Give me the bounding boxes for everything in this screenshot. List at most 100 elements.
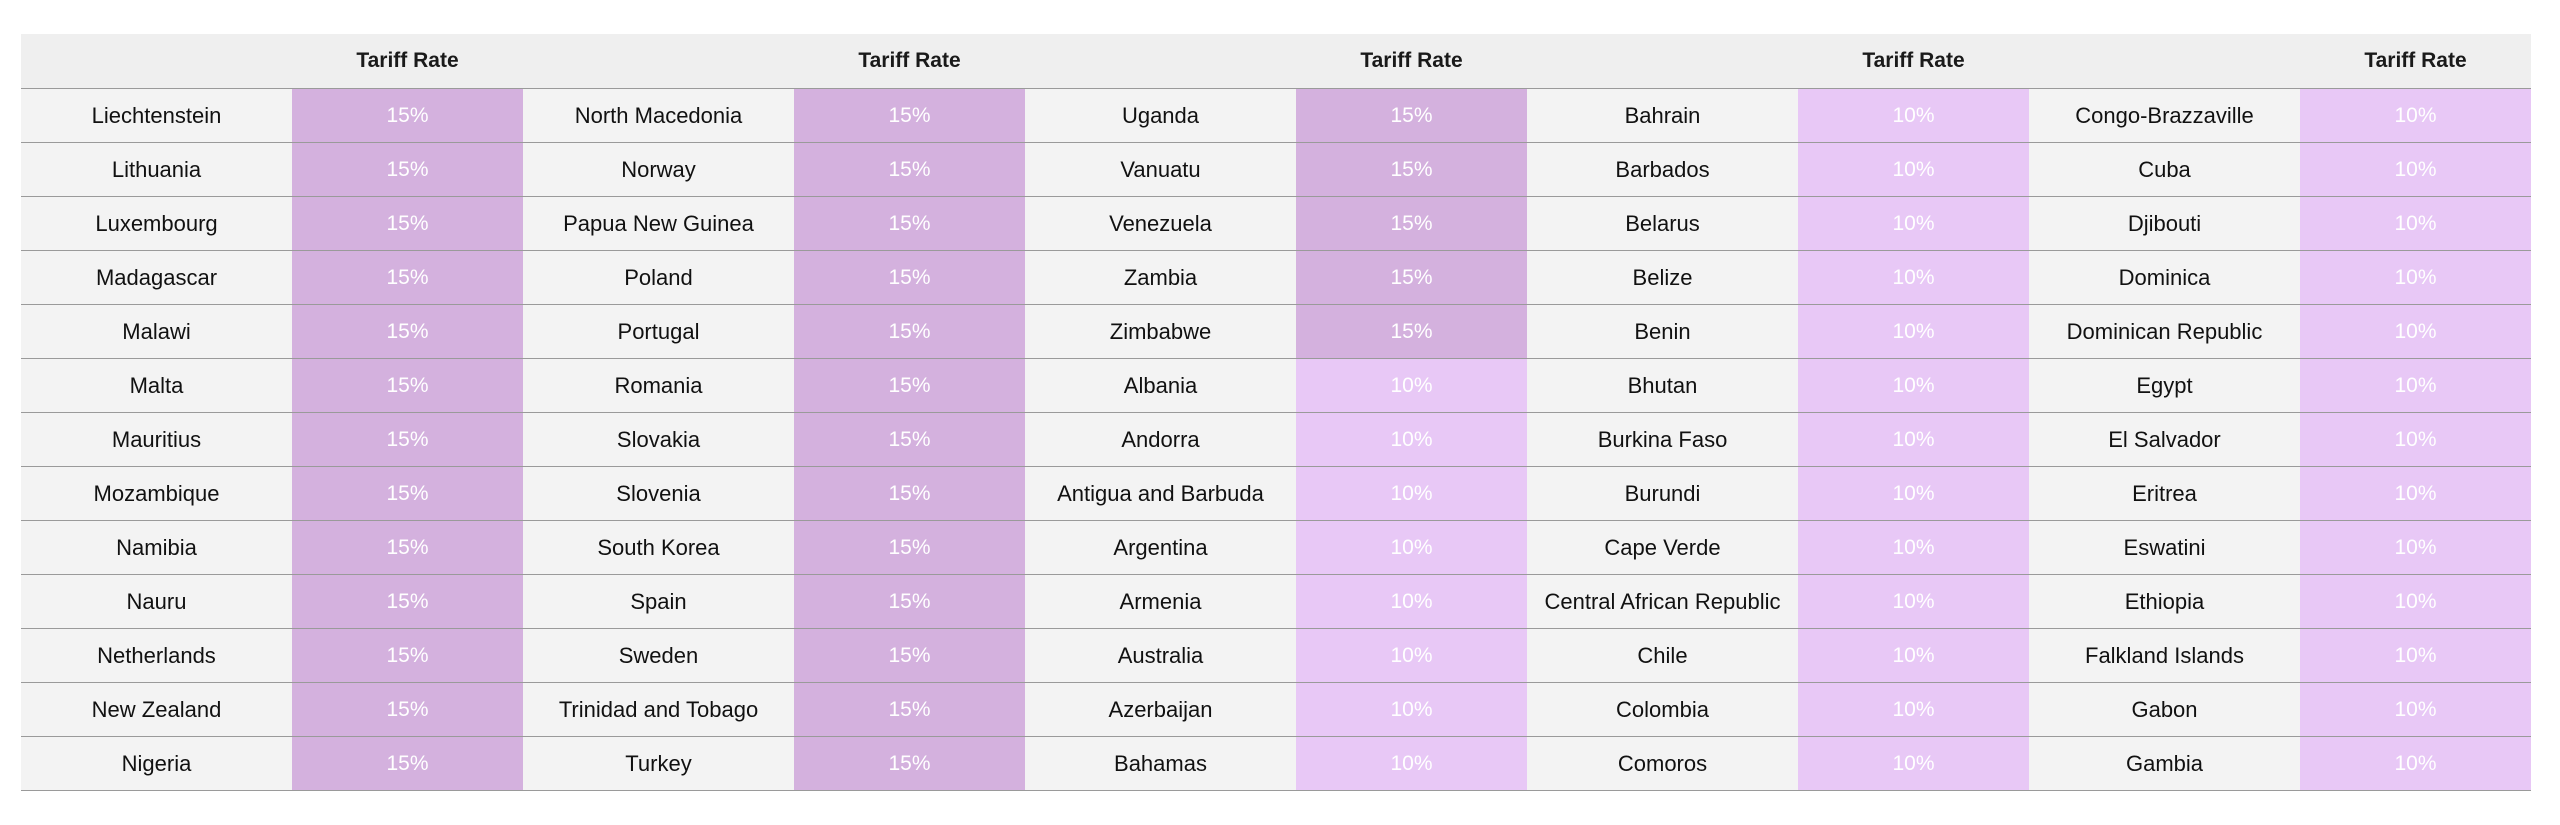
table-row: Malta 15% Romania 15% Albania 10% Bhutan 10% Egy… [21, 358, 2531, 412]
country-cell: Australia [1025, 629, 1296, 682]
country-cell: Uganda [1025, 89, 1296, 142]
tariff-rate-cell: 15% [292, 251, 523, 304]
tariff-rate-cell: 10% [2300, 359, 2531, 412]
country-column-header [1025, 34, 1296, 88]
tariff-rate-cell: 10% [1798, 359, 2029, 412]
country-cell: Papua New Guinea [523, 197, 794, 250]
country-cell: Andorra [1025, 413, 1296, 466]
tariff-rate-cell: 10% [2300, 413, 2531, 466]
tariff-rate-cell: 15% [794, 197, 1025, 250]
country-cell: Sweden [523, 629, 794, 682]
tariff-rate-cell: 10% [1296, 737, 1527, 790]
country-cell: Burundi [1527, 467, 1798, 520]
tariff-rate-cell: 15% [794, 683, 1025, 736]
table-row: Mauritius 15% Slovakia 15% Andorra 10% Burkina… [21, 412, 2531, 466]
tariff-rate-cell: 10% [1296, 683, 1527, 736]
tariff-rate-cell: 15% [1296, 197, 1527, 250]
country-cell: Vanuatu [1025, 143, 1296, 196]
tariff-rate-cell: 15% [292, 575, 523, 628]
tariff-rate-cell: 10% [2300, 305, 2531, 358]
tariff-rate-cell: 10% [1296, 359, 1527, 412]
country-cell: Chile [1527, 629, 1798, 682]
country-cell: Azerbaijan [1025, 683, 1296, 736]
tariff-rate-cell: 10% [2300, 467, 2531, 520]
country-cell: El Salvador [2029, 413, 2300, 466]
country-cell: Ethiopia [2029, 575, 2300, 628]
country-cell: Dominican Republic [2029, 305, 2300, 358]
country-cell: Lithuania [21, 143, 292, 196]
tariff-rate-cell: 10% [1798, 413, 2029, 466]
country-cell: Namibia [21, 521, 292, 574]
tariff-rate-cell: 10% [2300, 143, 2531, 196]
country-cell: Colombia [1527, 683, 1798, 736]
tariff-rate-cell: 10% [1296, 575, 1527, 628]
country-cell: Slovakia [523, 413, 794, 466]
tariff-rate-cell: 10% [2300, 89, 2531, 142]
country-cell: Benin [1527, 305, 1798, 358]
tariff-rate-cell: 10% [1798, 467, 2029, 520]
country-cell: Albania [1025, 359, 1296, 412]
country-cell: Bahamas [1025, 737, 1296, 790]
country-cell: Burkina Faso [1527, 413, 1798, 466]
tariff-rate-cell: 10% [1296, 467, 1527, 520]
country-cell: Portugal [523, 305, 794, 358]
tariff-rate-cell: 10% [1296, 521, 1527, 574]
tariff-rate-column-header: Tariff Rate [1862, 49, 1965, 72]
country-cell: Madagascar [21, 251, 292, 304]
table-body: Liechtenstein 15% North Macedonia 15% Uganda… [21, 88, 2531, 791]
country-column-header [2029, 34, 2300, 88]
tariff-rate-cell: 15% [794, 629, 1025, 682]
tariff-rate-cell: 15% [794, 359, 1025, 412]
tariff-rate-cell: 10% [2300, 197, 2531, 250]
tariff-rate-cell: 10% [2300, 629, 2531, 682]
table-row: Nauru 15% Spain 15% Armenia 10% Central Africa… [21, 574, 2531, 628]
tariff-rate-cell: 10% [1798, 143, 2029, 196]
country-cell: Trinidad and Tobago [523, 683, 794, 736]
country-cell: Malta [21, 359, 292, 412]
country-column-header [1527, 34, 1798, 88]
country-cell: Zimbabwe [1025, 305, 1296, 358]
country-cell: Malawi [21, 305, 292, 358]
country-cell: Antigua and Barbuda [1025, 467, 1296, 520]
country-cell: Falkland Islands [2029, 629, 2300, 682]
country-cell: Bahrain [1527, 89, 1798, 142]
country-cell: Poland [523, 251, 794, 304]
tariff-rate-column-header: Tariff Rate [1360, 49, 1463, 72]
country-column-header [523, 34, 794, 88]
country-cell: Gabon [2029, 683, 2300, 736]
country-cell: Spain [523, 575, 794, 628]
tariff-rate-cell: 10% [1798, 89, 2029, 142]
tariff-rate-column-header: Tariff Rate [858, 49, 961, 72]
country-cell: Argentina [1025, 521, 1296, 574]
tariff-rate-cell: 15% [292, 467, 523, 520]
tariff-rate-cell: 15% [1296, 143, 1527, 196]
tariff-rate-cell: 10% [2300, 521, 2531, 574]
country-cell: Venezuela [1025, 197, 1296, 250]
tariff-rate-cell: 10% [2300, 575, 2531, 628]
tariff-rate-cell: 15% [292, 359, 523, 412]
table-row: Namibia 15% South Korea 15% Argentina 10% Cape… [21, 520, 2531, 574]
table-row: Luxembourg 15% Papua New Guinea 15% Venezuel… [21, 196, 2531, 250]
table-row: Netherlands 15% Sweden 15% Australia 10% Chile… [21, 628, 2531, 682]
tariff-rate-cell: 15% [1296, 251, 1527, 304]
country-cell: Cuba [2029, 143, 2300, 196]
country-cell: Liechtenstein [21, 89, 292, 142]
tariff-rate-cell: 15% [292, 305, 523, 358]
country-cell: Turkey [523, 737, 794, 790]
tariff-rate-cell: 15% [794, 251, 1025, 304]
tariff-rate-cell: 15% [794, 737, 1025, 790]
country-cell: Eritrea [2029, 467, 2300, 520]
country-cell: Belarus [1527, 197, 1798, 250]
country-cell: Dominica [2029, 251, 2300, 304]
tariff-rate-cell: 10% [2300, 683, 2531, 736]
tariff-rate-cell: 15% [794, 521, 1025, 574]
tariff-rate-cell: 15% [794, 305, 1025, 358]
tariff-rate-cell: 10% [1296, 413, 1527, 466]
tariff-rate-cell: 10% [1798, 575, 2029, 628]
country-cell: Comoros [1527, 737, 1798, 790]
country-cell: Norway [523, 143, 794, 196]
tariff-rate-cell: 15% [292, 737, 523, 790]
table-row: Nigeria 15% Turkey 15% Bahamas 10% Comoros 10% G… [21, 736, 2531, 791]
tariff-rate-cell: 15% [794, 89, 1025, 142]
country-cell: Mozambique [21, 467, 292, 520]
